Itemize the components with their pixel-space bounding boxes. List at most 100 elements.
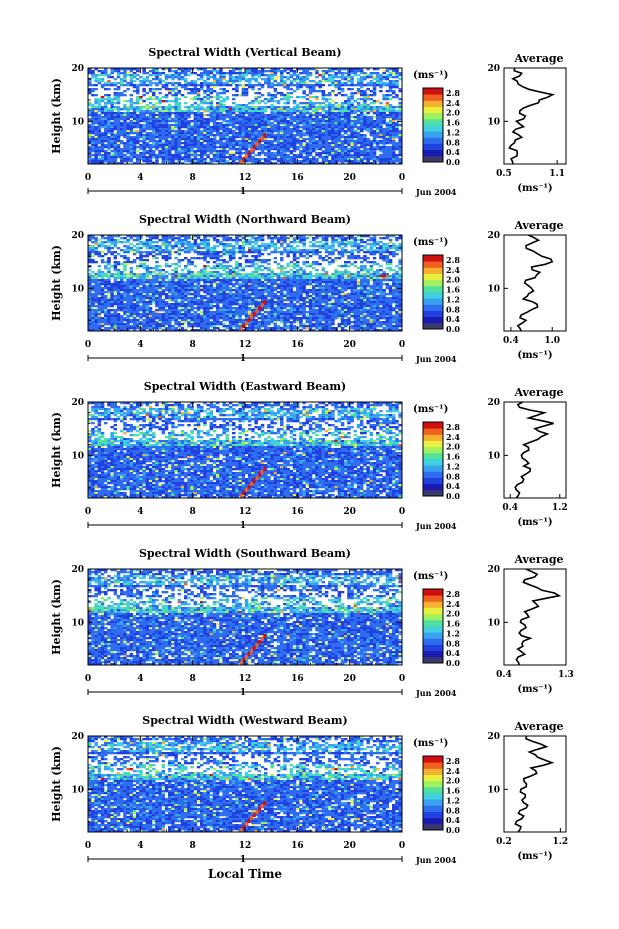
heatmap-cell bbox=[292, 158, 297, 161]
heatmap-cell bbox=[395, 84, 399, 87]
heatmap-cell bbox=[145, 247, 150, 250]
heatmap-cell bbox=[379, 140, 383, 143]
heatmap-cell bbox=[331, 158, 335, 161]
heatmap-cell bbox=[139, 80, 143, 83]
panel-title: Spectral Width (Northward Beam) bbox=[139, 213, 351, 226]
heatmap-cell bbox=[120, 160, 124, 163]
heatmap-cell bbox=[264, 138, 268, 141]
heatmap-cell bbox=[113, 126, 118, 129]
heatmap-cell bbox=[372, 243, 377, 246]
heatmap-cell bbox=[369, 154, 374, 157]
heatmap-cell bbox=[177, 124, 182, 127]
heatmap-cell bbox=[267, 100, 271, 103]
heatmap-cell bbox=[107, 245, 111, 248]
heatmap-cell bbox=[283, 118, 287, 121]
heatmap-cell bbox=[369, 94, 374, 97]
heatmap-cell bbox=[94, 118, 98, 121]
heatmap-cell bbox=[164, 100, 169, 103]
heatmap-cell bbox=[398, 90, 402, 93]
heatmap-cell bbox=[225, 84, 230, 87]
heatmap-cell bbox=[356, 245, 361, 248]
heatmap-cell bbox=[235, 267, 239, 270]
heatmap-cell bbox=[139, 156, 143, 159]
heatmap-cell bbox=[398, 158, 402, 161]
heatmap-cell bbox=[392, 116, 396, 119]
heatmap-cell bbox=[104, 140, 108, 143]
heatmap-cell bbox=[331, 80, 335, 83]
heatmap-cell bbox=[193, 80, 198, 83]
heatmap-cell bbox=[318, 134, 322, 137]
heatmap-cell bbox=[337, 257, 342, 260]
heatmap-cell bbox=[302, 84, 306, 87]
heatmap-cell bbox=[350, 128, 354, 131]
heatmap-cell bbox=[369, 239, 374, 242]
x-tick-label: 0 bbox=[399, 173, 405, 183]
heatmap-cell bbox=[216, 94, 220, 97]
heatmap-cell bbox=[392, 82, 396, 85]
heatmap-cell bbox=[196, 130, 201, 133]
heatmap-cell bbox=[104, 68, 108, 71]
heatmap-cell bbox=[171, 82, 175, 85]
heatmap-cell bbox=[308, 263, 313, 266]
heatmap-cell bbox=[142, 156, 146, 159]
heatmap-cell bbox=[174, 142, 178, 145]
heatmap-cell bbox=[241, 267, 246, 270]
heatmap-cell bbox=[286, 100, 290, 103]
heatmap-cell bbox=[97, 110, 102, 113]
heatmap-cell bbox=[376, 82, 380, 85]
heatmap-cell bbox=[392, 130, 396, 133]
heatmap-cell bbox=[91, 275, 95, 278]
heatmap-cell bbox=[324, 162, 329, 164]
heatmap-cell bbox=[174, 144, 178, 147]
heatmap-cell bbox=[388, 106, 393, 109]
heatmap-cell bbox=[244, 112, 249, 115]
heatmap-cell bbox=[366, 94, 370, 97]
heatmap-cell bbox=[347, 134, 351, 137]
heatmap-cell bbox=[382, 122, 386, 125]
heatmap-cell bbox=[168, 104, 172, 107]
heatmap-cell bbox=[283, 267, 287, 270]
heatmap-cell bbox=[155, 118, 159, 121]
heatmap-cell bbox=[129, 237, 134, 240]
heatmap-cell bbox=[206, 70, 210, 73]
heatmap-cell bbox=[267, 160, 271, 163]
heatmap-cell bbox=[379, 156, 383, 159]
heatmap-cell bbox=[132, 235, 137, 238]
heatmap-cell bbox=[123, 108, 127, 111]
heatmap-cell bbox=[88, 68, 92, 71]
heatmap-cell bbox=[248, 158, 252, 161]
heatmap-cell bbox=[190, 80, 194, 83]
heatmap-cell bbox=[97, 273, 102, 276]
heatmap-cell bbox=[273, 235, 278, 238]
heatmap-cell bbox=[372, 68, 377, 71]
heatmap-cell bbox=[315, 132, 319, 135]
heatmap-cell bbox=[216, 130, 220, 133]
heatmap-cell bbox=[110, 106, 114, 109]
heatmap-cell bbox=[193, 126, 198, 129]
heatmap-cell bbox=[360, 92, 364, 95]
heatmap-cell bbox=[180, 162, 185, 164]
heatmap-cell bbox=[328, 110, 332, 113]
heatmap-cell bbox=[372, 158, 377, 161]
heatmap-cell bbox=[155, 275, 159, 278]
heatmap-cell bbox=[190, 154, 194, 157]
heatmap-cell bbox=[180, 156, 185, 159]
heatmap-cell bbox=[193, 277, 198, 280]
heatmap-cell bbox=[222, 92, 226, 95]
heatmap-cell bbox=[164, 237, 169, 240]
heatmap-cell bbox=[350, 263, 354, 266]
heatmap-cell bbox=[328, 142, 332, 145]
heatmap-cell bbox=[148, 277, 153, 280]
heatmap-cell bbox=[180, 277, 185, 280]
heatmap-cell bbox=[385, 134, 390, 137]
heatmap-cell bbox=[363, 122, 367, 125]
heatmap-cell bbox=[305, 72, 310, 75]
heatmap-cell bbox=[376, 118, 380, 121]
heatmap-cell bbox=[395, 116, 399, 119]
heatmap-cell bbox=[292, 267, 297, 270]
heatmap-cell bbox=[142, 136, 146, 139]
heatmap-cell bbox=[136, 100, 140, 103]
heatmap-cell bbox=[206, 84, 210, 87]
heatmap-cell bbox=[321, 134, 326, 137]
heatmap-cell bbox=[100, 80, 105, 83]
